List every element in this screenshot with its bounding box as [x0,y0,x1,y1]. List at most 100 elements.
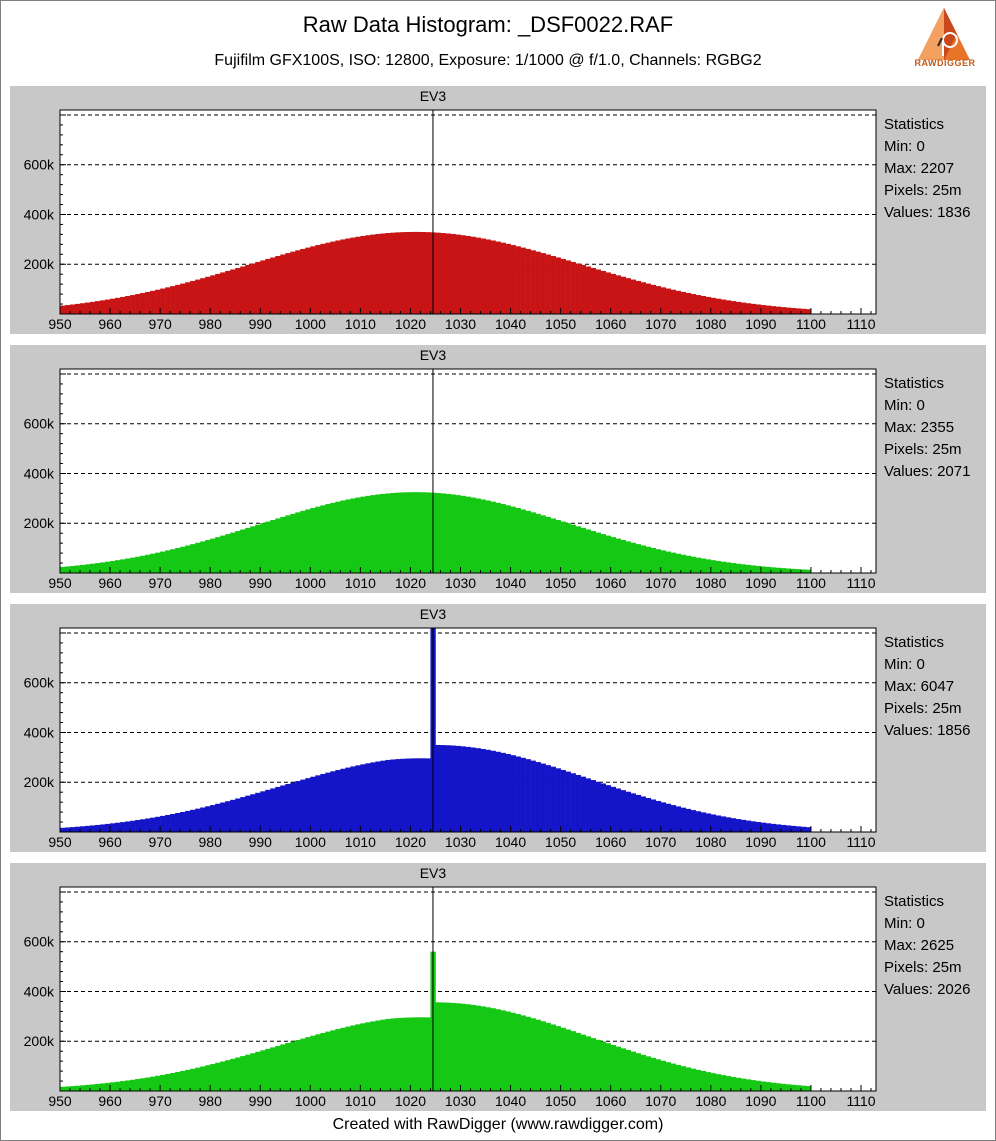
histogram-bar [530,512,536,573]
x-tick-label: 1090 [745,834,776,850]
histogram-bar [535,1019,541,1091]
histogram-bar [145,291,151,314]
histogram-bar [630,542,637,573]
stats-min: Min: 0 [884,397,925,414]
histogram-bar [530,760,536,832]
histogram-bar [585,1036,591,1091]
histogram-bar [520,509,526,573]
histogram-bar [220,272,226,314]
histogram-bar [325,504,331,573]
histogram-bar [110,560,116,573]
histogram-bar [180,1070,186,1091]
histogram-bar [605,272,611,314]
histogram-bar [475,498,481,573]
histogram-bar [380,1019,386,1091]
histogram-bar [350,1025,356,1091]
histogram-bar [575,526,581,573]
histogram-bar [80,1085,86,1091]
histogram-bar [780,824,787,832]
histogram-bar [665,1062,672,1091]
histogram-bar [370,1021,376,1091]
histogram-bar [645,546,652,573]
histogram-bar [425,232,431,314]
histogram-bar [265,1048,271,1091]
histogram-bar [470,497,476,573]
histogram-bar [560,521,566,573]
histogram-bar [120,822,126,832]
histogram-bar [270,1047,276,1091]
histogram-bar [340,768,346,832]
histogram-bar [135,556,141,573]
histogram-bar [535,251,541,314]
x-tick-label: 1030 [445,575,476,591]
histogram-bar [500,752,506,832]
histogram-chart-green: 200k 400k 600k 950 960 970 980 990 1000 1010 1020 1… [24,368,877,591]
histogram-bar [75,826,81,832]
histogram-bar [505,1011,511,1091]
histogram-bar [180,811,186,832]
x-tick-label: 1050 [545,834,576,850]
histogram-bar [405,492,411,573]
histogram-bar [420,231,426,314]
page-subtitle: Fujifilm GFX100S, ISO: 12800, Exposure: … [214,52,762,69]
histogram-bar [185,1069,191,1091]
histogram-bar [415,1017,421,1091]
histogram-bar [625,791,631,832]
histogram-bar [485,1007,491,1091]
histogram-bar [340,500,346,573]
histogram-bar [345,499,351,573]
histogram-bar [775,824,782,832]
histogram-bar [245,527,251,573]
histogram-bar [790,568,797,573]
x-tick-label: 960 [98,834,122,850]
statistics-box: Statistics Min: 0 Max: 6047 Pixels: 25m … [884,632,970,742]
histogram-bar [555,257,561,314]
histogram-bar [730,301,737,314]
x-tick-label: 1070 [645,834,676,850]
histogram-bar [175,284,181,314]
x-tick-label: 1110 [846,1093,875,1109]
stats-values: Values: 2071 [884,463,971,480]
histogram-bar [435,1002,441,1091]
histogram-bar [150,290,156,314]
histogram-bar [690,810,697,832]
histogram-bar [450,233,456,314]
histogram-bar [155,1075,161,1091]
histogram-bar [290,1041,296,1091]
histogram-bar [405,758,411,832]
histogram-bar [255,792,261,832]
histogram-bar [500,242,506,314]
histogram-bar [685,555,692,573]
histogram-bar [615,275,621,314]
histogram-bar [390,1018,396,1091]
histogram-bar [305,778,311,832]
x-tick-label: 1000 [295,834,326,850]
histogram-bar [465,1004,471,1091]
histogram-bar [715,298,722,314]
histogram-bar [740,564,747,573]
histogram-bar [435,232,441,314]
histogram-bar [360,764,366,832]
histogram-bar [70,827,76,832]
histogram-bar [805,569,812,573]
x-tick-label: 1030 [445,316,476,332]
histogram-bar [355,497,361,573]
histogram-bar [750,1080,757,1091]
histogram-bars [60,231,812,314]
histogram-bar [495,751,501,832]
histogram-bar [605,535,611,573]
histogram-bar [410,758,416,832]
y-tick-label: 400k [24,983,55,999]
histogram-bar [180,283,186,314]
histogram-bar [190,809,196,832]
histogram-bar [480,1006,486,1091]
histogram-bar [330,771,336,832]
histogram-panel-blue: 200k 400k 600k 950 960 970 980 990 1000 1010 1020 1… [10,604,986,852]
histogram-bar [545,254,551,314]
x-tick-label: 1060 [595,575,626,591]
histogram-bar [620,1048,626,1091]
histogram-bar [515,246,521,314]
histogram-bar [150,1076,156,1091]
histogram-bar [590,531,596,573]
histogram-bar [670,552,677,573]
